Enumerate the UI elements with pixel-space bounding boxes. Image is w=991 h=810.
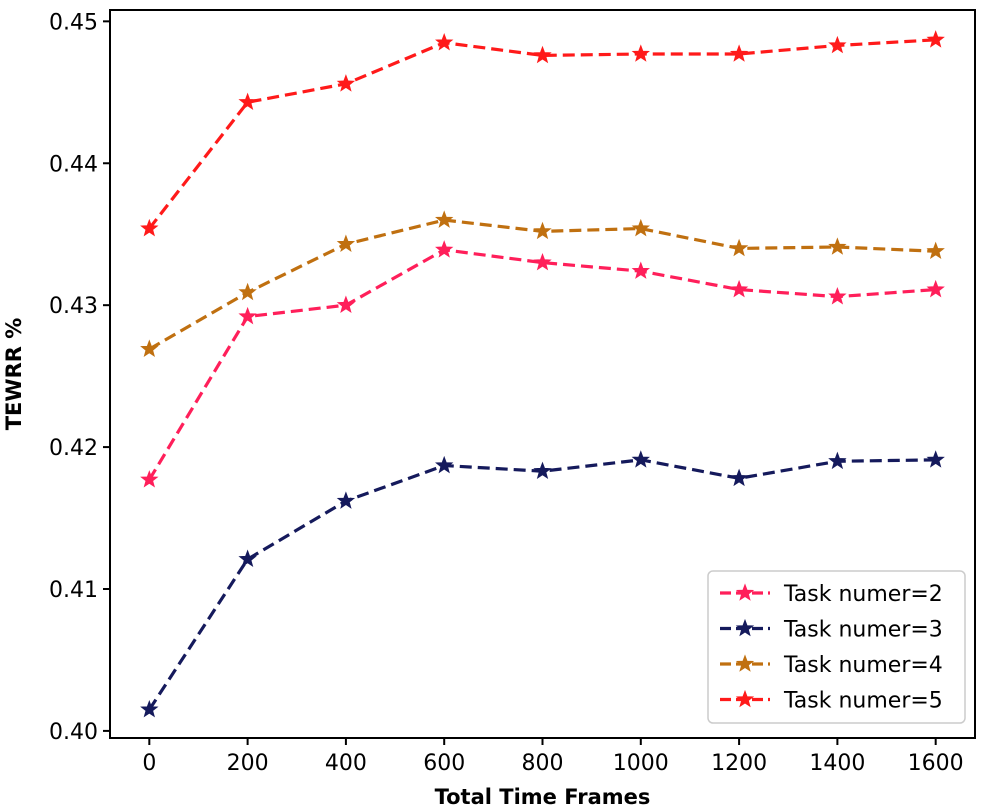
data-point: [828, 451, 847, 470]
data-point: [336, 74, 356, 92]
legend-marker: [735, 583, 755, 601]
y-tick-label: 0.40: [49, 720, 98, 745]
legend-label: Task numer=3: [783, 618, 943, 643]
legend-marker: [735, 689, 755, 708]
legend: Task numer=2 Task numer=3 Task numer=4 Task…: [707, 570, 966, 724]
data-point: [631, 261, 650, 279]
data-point: [533, 461, 552, 480]
data-point: [729, 279, 749, 298]
legend-marker: [735, 654, 755, 672]
data-point: [435, 455, 454, 474]
x-tick-label: 1200: [711, 751, 767, 776]
data-point: [631, 218, 650, 237]
data-point: [238, 549, 257, 567]
series-line: [147, 248, 936, 481]
legend-item: Task numer=3: [720, 618, 943, 643]
data-point: [533, 45, 552, 64]
data-point: [140, 699, 159, 718]
legend-label: Task numer=5: [783, 689, 943, 714]
data-point: [336, 295, 356, 313]
data-point: [140, 218, 159, 237]
y-tick-label: 0.45: [49, 10, 98, 35]
data-point: [336, 234, 356, 252]
series-1: [140, 240, 945, 488]
legend-item: Task numer=5: [720, 689, 943, 714]
data-point: [140, 470, 159, 488]
data-point: [140, 339, 159, 357]
legend-label: Task numer=2: [783, 582, 943, 607]
data-point: [729, 44, 749, 62]
data-point: [435, 240, 454, 258]
series-4: [140, 30, 945, 237]
y-tick-label: 0.44: [49, 152, 98, 177]
series-3: [140, 210, 945, 357]
data-point: [435, 32, 454, 51]
data-point: [631, 44, 650, 62]
x-tick-label: 200: [227, 751, 269, 776]
data-point: [729, 468, 749, 487]
data-point: [336, 491, 356, 509]
x-tick-label: 1400: [809, 751, 865, 776]
x-tick-label: 1600: [908, 751, 964, 776]
data-point: [238, 306, 257, 325]
series-line: [148, 218, 936, 351]
data-point: [828, 237, 847, 255]
legend-item: Task numer=4: [720, 653, 943, 678]
data-point: [926, 279, 945, 298]
series-line: [148, 38, 936, 230]
x-tick-label: 1000: [613, 751, 669, 776]
legend-marker: [735, 618, 755, 637]
data-point: [729, 238, 749, 257]
data-point: [238, 92, 257, 111]
x-tick-label: 400: [325, 751, 367, 776]
data-point: [533, 221, 552, 240]
y-tick-label: 0.43: [49, 294, 98, 319]
data-point: [828, 287, 847, 305]
axis-ticks: 0 200 400 600 800 1000 1200 1400 1600 0.40 0.41 0.4…: [49, 10, 964, 776]
legend-label: Task numer=4: [783, 653, 943, 678]
data-point: [533, 252, 552, 271]
series-2: [140, 450, 945, 718]
series-layer: [140, 30, 945, 718]
legend-box: [707, 570, 966, 724]
legend-item: Task numer=2: [720, 582, 943, 607]
data-point: [435, 210, 454, 228]
x-tick-label: 800: [522, 751, 564, 776]
data-point: [828, 35, 847, 54]
data-point: [238, 282, 257, 301]
data-point: [631, 450, 650, 468]
y-tick-label: 0.42: [49, 436, 98, 461]
x-axis-label: Total Time Frames: [435, 785, 651, 809]
y-tick-label: 0.41: [49, 578, 98, 603]
data-point: [926, 450, 945, 468]
x-tick-label: 0: [142, 751, 156, 776]
data-point: [926, 30, 945, 48]
x-tick-label: 600: [423, 751, 465, 776]
data-point: [926, 241, 945, 260]
y-axis-label: TEWRR %: [2, 318, 26, 431]
